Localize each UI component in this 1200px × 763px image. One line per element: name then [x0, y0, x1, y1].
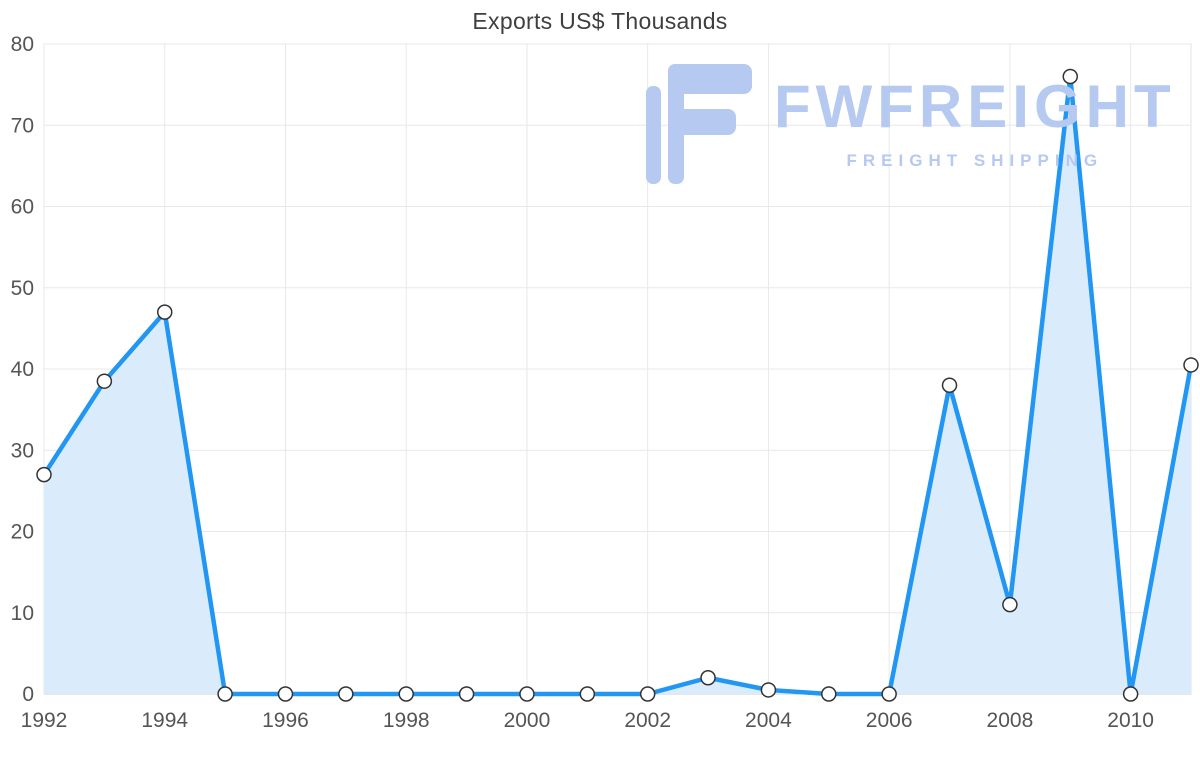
data-point[interactable]: [1122, 686, 1139, 702]
data-point[interactable]: [458, 686, 475, 702]
data-point[interactable]: [217, 686, 233, 702]
data-point[interactable]: [96, 373, 113, 389]
y-axis-label: 0: [22, 683, 34, 706]
x-axis-label: 1992: [21, 709, 68, 732]
x-axis-label: 2008: [987, 709, 1034, 732]
y-axis-label: 20: [11, 521, 34, 544]
data-point[interactable]: [156, 304, 173, 320]
data-point[interactable]: [941, 377, 958, 393]
data-point[interactable]: [1183, 357, 1199, 373]
y-axis-label: 70: [11, 114, 34, 137]
data-point[interactable]: [1002, 596, 1018, 613]
data-point[interactable]: [519, 686, 535, 702]
y-axis-label: 30: [11, 439, 34, 462]
x-axis-label: 2010: [1107, 709, 1154, 732]
y-axis-label: 10: [11, 602, 34, 625]
data-point[interactable]: [338, 686, 354, 702]
data-point[interactable]: [700, 670, 716, 686]
x-axis-label: 2006: [866, 709, 913, 732]
data-point[interactable]: [821, 686, 837, 702]
y-axis-label: 50: [11, 277, 34, 300]
data-point[interactable]: [277, 686, 294, 702]
x-axis-label: 1998: [383, 709, 430, 732]
x-axis-label: 2002: [624, 709, 671, 732]
x-axis-label: 1996: [262, 709, 309, 732]
data-point[interactable]: [398, 686, 414, 702]
y-axis-label: 60: [11, 196, 34, 219]
data-point[interactable]: [881, 686, 897, 702]
data-point[interactable]: [1062, 68, 1079, 85]
data-point[interactable]: [579, 686, 596, 702]
series-line: [41, 74, 1194, 697]
chart-title: Exports US$ Thousands: [472, 8, 728, 34]
area-fill: [44, 76, 1191, 694]
data-point[interactable]: [36, 466, 52, 483]
x-axis-label: 2004: [745, 709, 792, 732]
y-axis-label: 80: [11, 33, 34, 56]
x-axis-label: 2000: [504, 709, 551, 732]
data-point[interactable]: [760, 682, 777, 698]
y-axis-label: 40: [11, 358, 34, 381]
data-point[interactable]: [639, 686, 656, 702]
x-axis-label: 1994: [141, 709, 188, 732]
